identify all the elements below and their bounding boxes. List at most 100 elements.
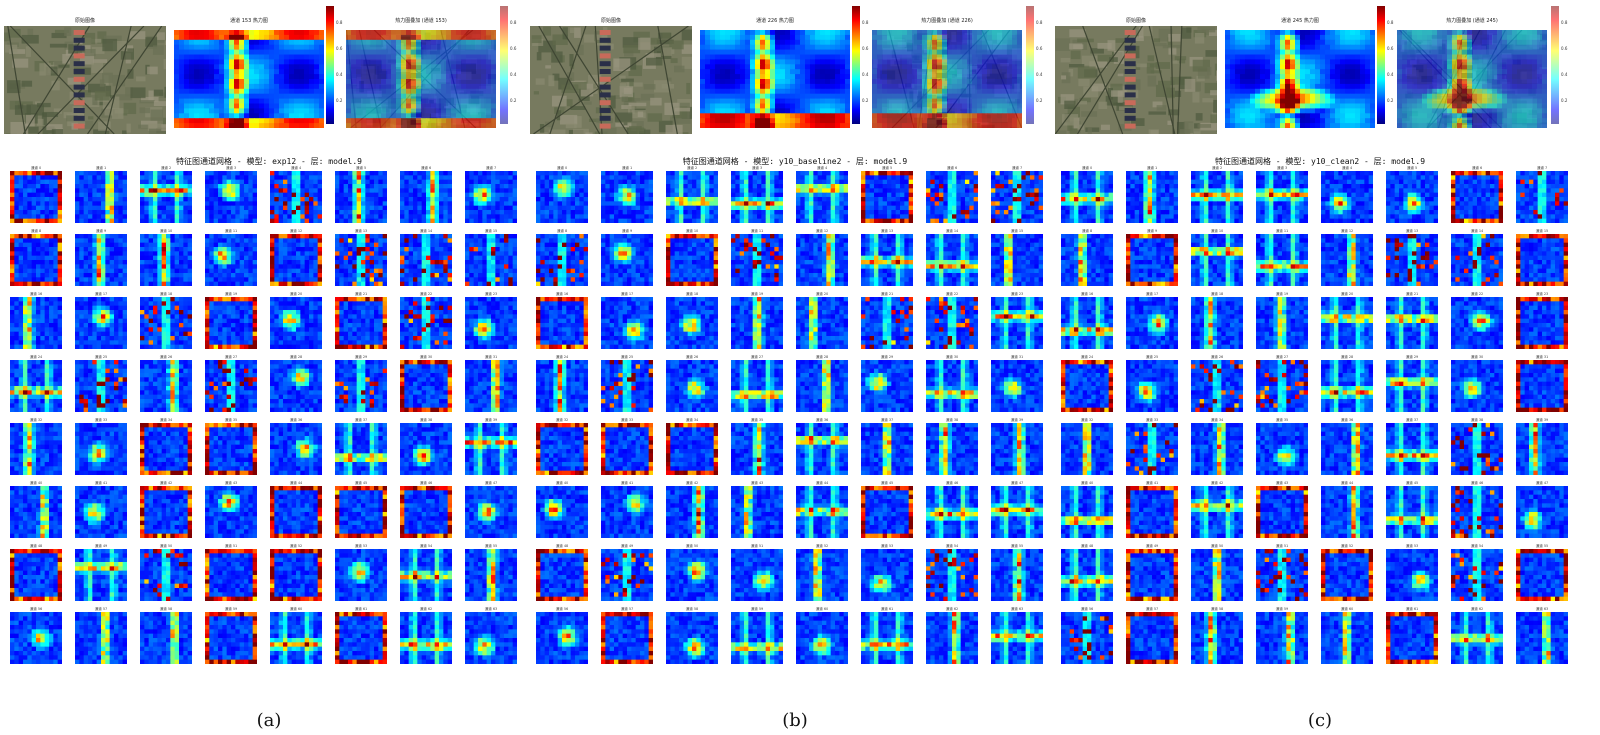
feature-map-heatmap: [270, 360, 322, 412]
feature-map-heatmap: [796, 423, 848, 475]
feature-map-heatmap: [926, 486, 978, 538]
channel-label: 通道 9: [1126, 229, 1178, 233]
feature-map-cell: 通道 12: [1321, 229, 1373, 287]
feature-map-cell: 通道 19: [731, 292, 783, 350]
channel-label: 通道 53: [1386, 544, 1438, 548]
channel-label: 通道 45: [861, 481, 913, 485]
figure-panel: 原始图像 通道 153 热力图 0.8 0.6 0.4 0.2 热力图叠加 (通道 153)…: [4, 0, 534, 735]
feature-map-cell: 通道 58: [140, 607, 192, 665]
feature-map-cell: 通道 28: [270, 355, 322, 413]
feature-map-heatmap: [796, 234, 848, 286]
subplot-title: 原始图像: [1055, 18, 1217, 24]
feature-map-cell: 通道 60: [1321, 607, 1373, 665]
feature-map-cell: 通道 11: [731, 229, 783, 287]
feature-map-heatmap: [991, 171, 1043, 223]
feature-map-cell: 通道 25: [1126, 355, 1178, 413]
feature-map-cell: 通道 39: [465, 418, 517, 476]
feature-map-cell: 通道 57: [1126, 607, 1178, 665]
feature-map-heatmap: [796, 549, 848, 601]
feature-map-heatmap: [75, 297, 127, 349]
feature-map-cell: 通道 25: [75, 355, 127, 413]
feature-map-cell: 通道 32: [1061, 418, 1113, 476]
channel-label: 通道 49: [75, 544, 127, 548]
feature-map-heatmap: [335, 360, 387, 412]
channel-label: 通道 36: [1321, 418, 1373, 422]
colorbar-tick-label: 0.8: [336, 20, 342, 25]
feature-map-heatmap: [400, 171, 452, 223]
feature-map-heatmap: [1386, 423, 1438, 475]
feature-map-heatmap: [140, 549, 192, 601]
feature-map-cell: 通道 21: [1386, 292, 1438, 350]
feature-map-cell: 通道 55: [465, 544, 517, 602]
channel-label: 通道 3: [205, 166, 257, 170]
feature-map-heatmap: [796, 612, 848, 664]
feature-map-heatmap: [400, 612, 452, 664]
feature-map-heatmap: [1126, 486, 1178, 538]
feature-map-cell: 通道 48: [10, 544, 62, 602]
feature-map-cell: 通道 25: [601, 355, 653, 413]
feature-map-cell: 通道 16: [536, 292, 588, 350]
channel-label: 通道 36: [796, 418, 848, 422]
channel-label: 通道 53: [335, 544, 387, 548]
feature-map-heatmap: [1061, 612, 1113, 664]
channel-label: 通道 6: [926, 166, 978, 170]
feature-map-heatmap: [1516, 297, 1568, 349]
channel-label: 通道 37: [1386, 418, 1438, 422]
feature-map-cell: 通道 0: [1061, 166, 1113, 224]
channel-label: 通道 2: [140, 166, 192, 170]
feature-map-cell: 通道 27: [205, 355, 257, 413]
feature-map-cell: 通道 42: [1191, 481, 1243, 539]
feature-map-heatmap: [1451, 360, 1503, 412]
channel-label: 通道 48: [536, 544, 588, 548]
channel-label: 通道 49: [601, 544, 653, 548]
feature-map-cell: 通道 18: [666, 292, 718, 350]
channel-label: 通道 46: [400, 481, 452, 485]
channel-label: 通道 42: [666, 481, 718, 485]
channel-label: 通道 57: [601, 607, 653, 611]
feature-map-heatmap: [1451, 612, 1503, 664]
channel-label: 通道 30: [926, 355, 978, 359]
feature-map-heatmap: [1386, 171, 1438, 223]
feature-map-cell: 通道 3: [205, 166, 257, 224]
channel-label: 通道 12: [796, 229, 848, 233]
channel-label: 通道 55: [1516, 544, 1568, 548]
channel-label: 通道 37: [335, 418, 387, 422]
channel-label: 通道 15: [465, 229, 517, 233]
feature-map-heatmap: [400, 549, 452, 601]
feature-map-heatmap: [75, 360, 127, 412]
grid-title: 特征图通道网格 - 模型: exp12 - 层: model.9: [4, 156, 534, 167]
feature-map-heatmap: [1451, 423, 1503, 475]
subplot-title: 通道 245 热力图: [1225, 18, 1375, 24]
feature-map-cell: 通道 10: [666, 229, 718, 287]
channel-label: 通道 31: [465, 355, 517, 359]
feature-map-cell: 通道 44: [796, 481, 848, 539]
colorbar-tick-label: 0.4: [1561, 72, 1567, 77]
feature-map-cell: 通道 33: [75, 418, 127, 476]
feature-map-cell: 通道 40: [1061, 481, 1113, 539]
channel-heatmap: [174, 30, 324, 128]
colorbar: [1377, 6, 1385, 124]
feature-map-heatmap: [1126, 171, 1178, 223]
feature-map-cell: 通道 6: [1451, 166, 1503, 224]
channel-label: 通道 31: [991, 355, 1043, 359]
channel-label: 通道 26: [140, 355, 192, 359]
channel-label: 通道 52: [270, 544, 322, 548]
feature-map-cell: 通道 30: [400, 355, 452, 413]
feature-map-heatmap: [1191, 171, 1243, 223]
feature-map-cell: 通道 7: [465, 166, 517, 224]
feature-map-cell: 通道 57: [75, 607, 127, 665]
feature-map-cell: 通道 50: [140, 544, 192, 602]
channel-heatmap: [1225, 30, 1375, 128]
feature-map-heatmap: [1321, 486, 1373, 538]
feature-map-cell: 通道 47: [1516, 481, 1568, 539]
feature-map-cell: 通道 60: [796, 607, 848, 665]
feature-map-cell: 通道 32: [10, 418, 62, 476]
feature-map-cell: 通道 27: [731, 355, 783, 413]
feature-map-heatmap: [1061, 360, 1113, 412]
feature-map-cell: 通道 23: [465, 292, 517, 350]
feature-map-cell: 通道 11: [205, 229, 257, 287]
channel-label: 通道 17: [601, 292, 653, 296]
channel-label: 通道 10: [666, 229, 718, 233]
feature-map-heatmap: [1126, 423, 1178, 475]
feature-map-heatmap: [335, 171, 387, 223]
